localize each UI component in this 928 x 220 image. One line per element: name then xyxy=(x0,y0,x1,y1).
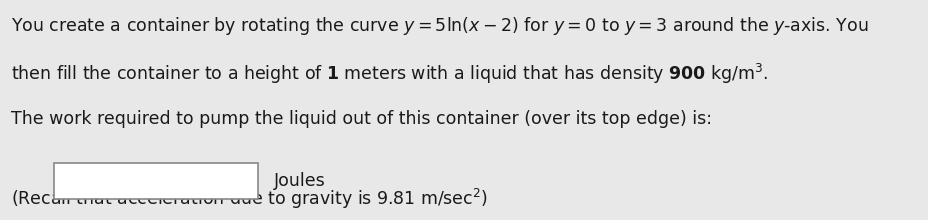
Text: You create a container by rotating the curve $y = 5\ln(x-2)$ for $y=0$ to $y=3$ : You create a container by rotating the c… xyxy=(11,15,868,37)
Text: The work required to pump the liquid out of this container (over its top edge) i: The work required to pump the liquid out… xyxy=(11,110,712,128)
FancyBboxPatch shape xyxy=(54,163,258,199)
Text: (Recall that acceleration due to gravity is 9.81 m/sec$^2$): (Recall that acceleration due to gravity… xyxy=(11,187,487,211)
Text: then fill the container to a height of $\mathbf{1}$ meters with a liquid that ha: then fill the container to a height of $… xyxy=(11,62,767,86)
Text: Joules: Joules xyxy=(274,172,326,190)
